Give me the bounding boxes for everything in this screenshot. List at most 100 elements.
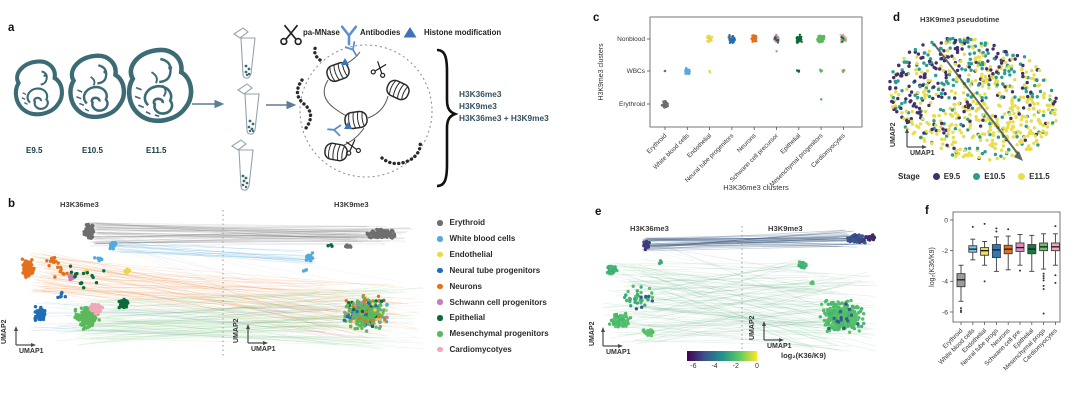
- umap-cluster-left: [93, 256, 104, 263]
- colorbar-label: log₂(K36/K9): [781, 351, 827, 360]
- legend-label: Mesenchymal progenitors: [449, 329, 549, 339]
- flow-arrow-1: [192, 99, 225, 109]
- box-whisker: [1039, 233, 1049, 315]
- y-tick-label: -6: [942, 309, 948, 316]
- umap-cluster-right: [827, 302, 860, 331]
- nucleosome-icons: [324, 61, 410, 162]
- x-tick-label: Neurons: [736, 132, 758, 154]
- legend-label: Neurons: [449, 281, 482, 291]
- strip-blob: [841, 68, 846, 73]
- umap-title-h3k36me3: H3K36me3: [60, 200, 99, 209]
- legend-dot: [437, 315, 443, 321]
- icon-label-antibodies: Antibodies: [360, 28, 401, 37]
- umap1-axis-label: UMAP1: [19, 348, 44, 355]
- umap-cluster-right: [809, 280, 815, 286]
- y-axis-title: H3K9me3 clusters: [598, 43, 605, 101]
- strip-blob: [660, 99, 669, 109]
- umap-title-h3k9me3: H3K9me3: [768, 224, 803, 233]
- umap-axis-arrows: [601, 327, 623, 348]
- embryo-label-e10: E10.5: [82, 146, 103, 155]
- flow-arrow-2: [266, 100, 297, 110]
- legend-item: Epithelial: [437, 310, 549, 326]
- panel-label-d: d: [893, 12, 901, 24]
- triangle-icon: [344, 122, 352, 129]
- umap-cluster-right: [301, 268, 309, 273]
- strip-blob: [706, 34, 714, 44]
- colorbar-tick-label: -2: [732, 363, 739, 370]
- strip-blob: [819, 68, 824, 73]
- box-whisker: [1015, 234, 1025, 272]
- umap-points: [20, 222, 397, 333]
- legend-dot: [437, 251, 443, 258]
- umap-cluster-left: [605, 264, 619, 276]
- strip-blob: [773, 33, 780, 44]
- umap-cluster-right: [797, 260, 808, 270]
- umap-cluster-left: [33, 305, 47, 322]
- embryo-label-e9: E9.5: [26, 146, 43, 155]
- legend-dot: [437, 283, 443, 290]
- triangle-icon: [341, 58, 349, 65]
- colorbar-tick-label: -4: [711, 363, 718, 370]
- umap2-axis-label: UMAP2: [749, 315, 756, 340]
- y-tick-label: WBCs: [627, 68, 646, 75]
- antibody-icon: [340, 25, 358, 46]
- umap-cluster-left: [45, 255, 60, 268]
- umap-cluster-left: [20, 257, 36, 279]
- umap-title-h3k9me3: H3K9me3: [334, 200, 369, 209]
- strip-blob: [684, 66, 691, 76]
- legend-item: Neural tube progenitors: [437, 263, 549, 279]
- cell-type-legend: Erythroid White blood cells Endothelial Neu…: [437, 215, 549, 358]
- strip-blob: [795, 69, 801, 73]
- box-whisker: [968, 225, 978, 261]
- brace-glyph: [436, 48, 459, 188]
- panel-label-f: f: [925, 205, 929, 217]
- panel-a-schematic: [13, 24, 459, 191]
- colorbar-tick-label: -6: [690, 363, 697, 370]
- sample-tubes: [231, 27, 260, 191]
- legend-dot: [437, 220, 443, 226]
- umap-cluster-left: [607, 311, 633, 329]
- legend-dot: [437, 331, 443, 337]
- x-axis-title: H3K36me3 clusters: [723, 183, 789, 192]
- umap-points: [605, 233, 877, 338]
- strip-blob: [775, 50, 778, 53]
- umap-cluster-left: [641, 328, 655, 338]
- panel-b-umap-linked: [14, 210, 425, 356]
- legend-item: Endothelial: [437, 247, 549, 263]
- legend-dot: [437, 267, 443, 274]
- umap-cluster-right: [304, 251, 315, 263]
- box-whisker: [956, 264, 966, 313]
- legend-item: Schwann cell progenitors: [437, 294, 549, 310]
- umap-cluster-left: [634, 294, 654, 311]
- legend-label: Epithelial: [449, 313, 486, 323]
- strip-blob: [727, 33, 737, 45]
- panel-label-e: e: [595, 206, 602, 218]
- umap-cluster-right: [344, 243, 353, 249]
- y-tick-label: 0: [944, 217, 948, 224]
- legend-item: White blood cells: [437, 231, 549, 247]
- box-whisker: [1027, 234, 1037, 272]
- box-whisker: [980, 222, 990, 283]
- pseudotime-arrow: [933, 43, 1023, 161]
- stage-dot-e11: [1018, 173, 1026, 180]
- legend-label: Schwann cell progenitors: [449, 297, 547, 307]
- strip-blob: [750, 34, 758, 43]
- legend-item: Erythroid: [437, 215, 549, 231]
- scissors-icon: [370, 61, 387, 78]
- plot-frame: [649, 16, 863, 128]
- umap-cluster-right: [326, 243, 334, 248]
- umap2-axis-label: UMAP2: [233, 318, 240, 343]
- scissors-icon: [345, 139, 361, 156]
- umap-title-h3k36me3: H3K36me3: [630, 224, 669, 233]
- embryo-e10-illustration: [68, 53, 127, 120]
- nucleus-outline: [299, 44, 433, 178]
- link-lines: [28, 222, 425, 350]
- umap-cluster-right: [365, 227, 397, 240]
- panel-label-a: a: [8, 22, 15, 34]
- umap-cluster-right: [846, 233, 868, 245]
- umap-cluster-left: [657, 259, 663, 266]
- umap-cluster-left: [82, 222, 96, 240]
- assay-output-1: H3K36me3: [459, 89, 502, 99]
- y-axis-title: log₂(K36/K9): [929, 247, 936, 287]
